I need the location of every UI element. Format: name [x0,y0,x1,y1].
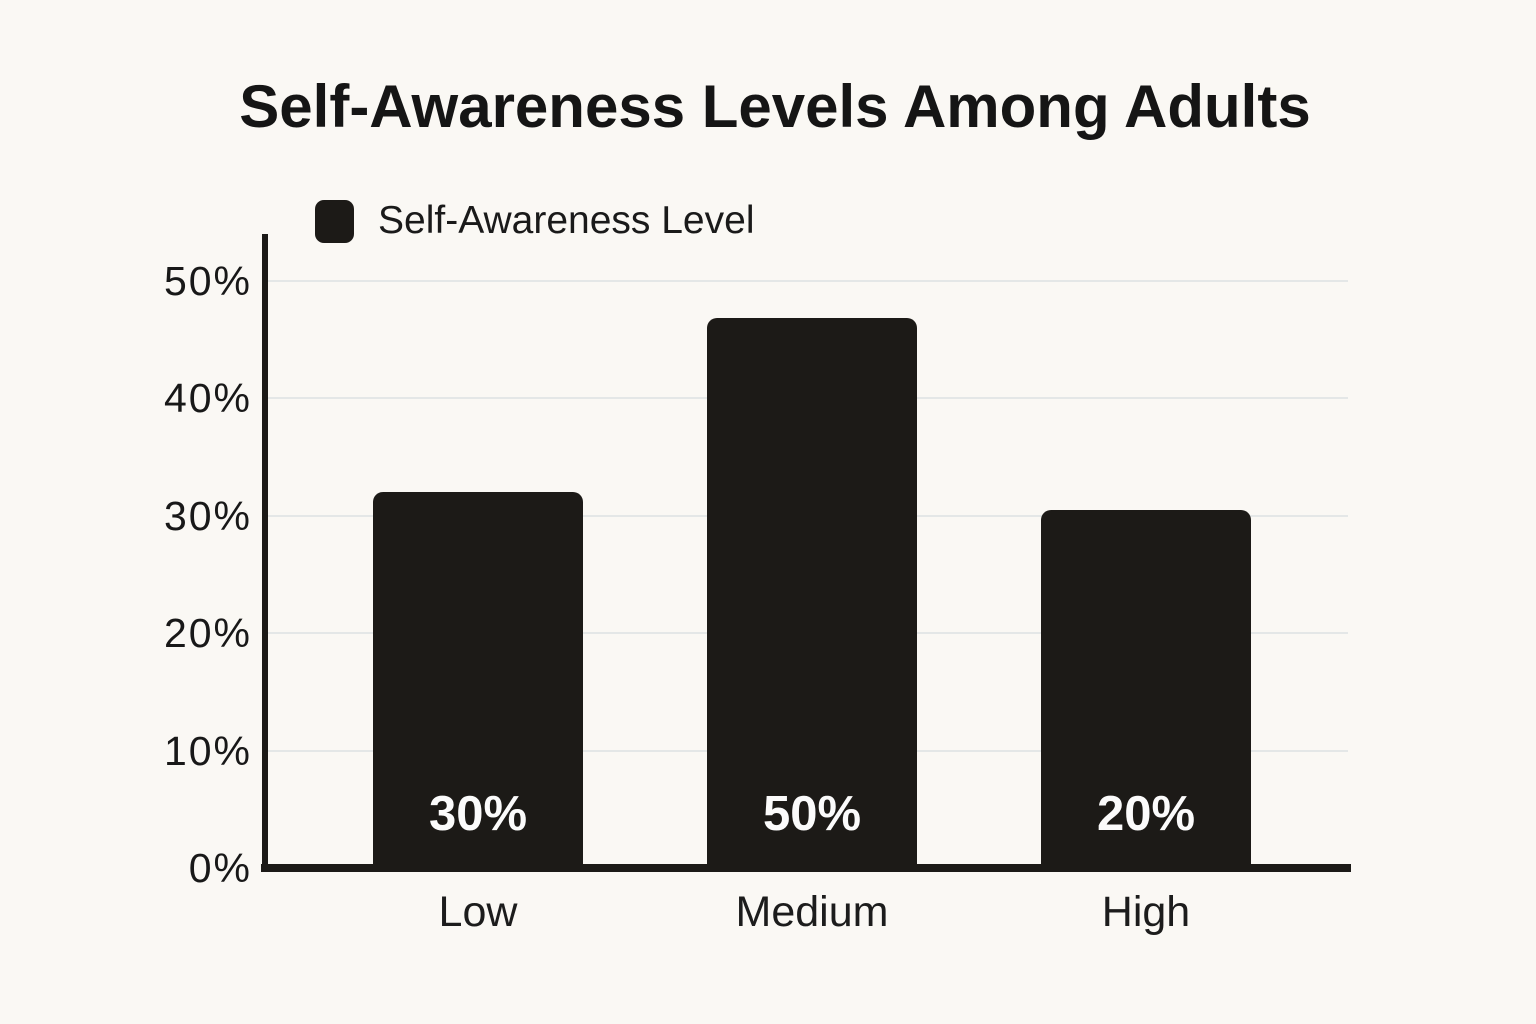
x-category-label-low: Low [438,888,518,936]
bar-low: 30% [373,491,583,868]
legend-label: Self-Awareness Level [378,199,755,242]
legend-swatch-icon [315,199,354,243]
y-tick-label-50: 50% [163,257,252,304]
y-tick-label-30: 30% [163,492,252,539]
y-axis-line [262,234,268,872]
bar-value-label-medium: 50% [762,787,862,841]
bar-high: 20% [1041,510,1251,868]
x-category-label-high: High [1101,888,1191,936]
x-axis-line [261,864,1351,872]
legend: Self-Awareness Level [315,199,754,243]
bar-value-label-low: 30% [428,786,528,841]
gridline-50 [266,279,1348,282]
y-tick-label-40: 40% [163,375,252,421]
y-tick-label-10: 10% [163,727,252,774]
y-tick-label-20: 20% [163,610,252,656]
bar-value-label-high: 20% [1096,786,1196,841]
bar-medium: 50% [707,317,917,868]
chart-title: Self-Awareness Levels Among Adults [239,73,1311,140]
x-category-label-medium: Medium [735,888,889,936]
y-tick-label-0: 0% [188,845,252,891]
